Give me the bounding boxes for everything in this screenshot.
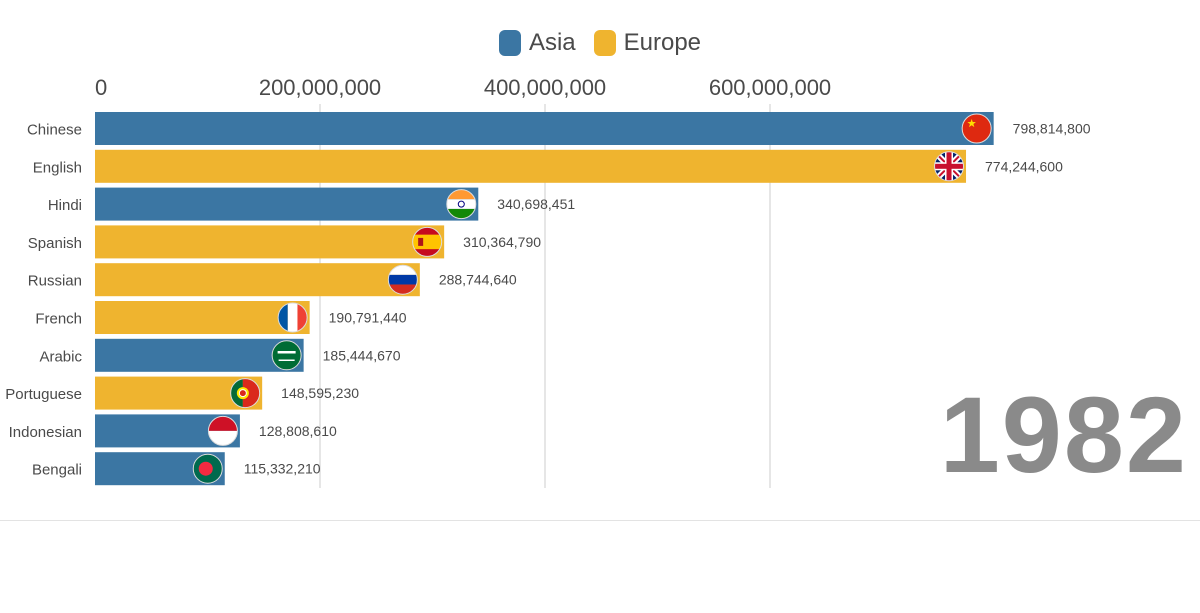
- value-label: 774,244,600: [985, 158, 1063, 174]
- x-tick-label: 200,000,000: [259, 75, 381, 100]
- bar-chinese[interactable]: [95, 112, 994, 145]
- category-label: Chinese: [27, 122, 82, 139]
- flag-outline: [192, 453, 223, 484]
- flag-outline: [207, 415, 238, 446]
- legend-label-asia: Asia: [528, 29, 576, 56]
- flag-outline: [387, 264, 418, 295]
- flags: [192, 113, 992, 484]
- year-label: 1982: [939, 374, 1188, 495]
- flag-outline: [412, 226, 443, 257]
- x-tick-label: 0: [95, 75, 107, 100]
- category-label: Hindi: [48, 197, 82, 214]
- value-label: 798,814,800: [1013, 121, 1091, 137]
- category-label: Spanish: [28, 235, 82, 252]
- category-label: English: [33, 159, 82, 176]
- flag-outline: [934, 151, 965, 182]
- bar-hindi[interactable]: [95, 187, 479, 221]
- legend-swatch-europe: [593, 30, 616, 56]
- value-label: 185,444,670: [323, 347, 401, 363]
- bar-english[interactable]: [95, 149, 967, 183]
- value-label: 128,808,610: [259, 423, 337, 439]
- value-label: 340,698,451: [497, 196, 575, 212]
- legend-swatch-asia: [498, 30, 521, 56]
- saudi-arabia-flag-icon: [271, 340, 302, 371]
- value-label: 310,364,790: [463, 234, 541, 250]
- category-label: Arabic: [39, 348, 82, 365]
- value-label: 115,332,210: [244, 461, 321, 477]
- russia-flag-icon: [387, 264, 418, 295]
- bar-spanish[interactable]: [95, 225, 445, 259]
- value-label: 288,744,640: [439, 272, 517, 288]
- category-label: Indonesian: [9, 424, 82, 441]
- flag-outline: [277, 302, 308, 333]
- category-label: Portuguese: [5, 386, 82, 403]
- indonesia-flag-icon: [207, 415, 238, 446]
- category-label: Bengali: [32, 462, 82, 479]
- legend-item-europe[interactable]: Europe: [593, 29, 702, 57]
- bar-russian[interactable]: [95, 263, 420, 297]
- category-labels: Chinese English Hindi Spanish Russian French A…: [5, 122, 82, 479]
- bangladesh-flag-icon: [192, 453, 223, 484]
- portugal-flag-icon: [230, 378, 261, 409]
- value-labels: 798,814,800 774,244,600 340,698,451 310,364…: [244, 121, 1091, 477]
- flag-outline: [961, 113, 992, 144]
- uk-flag-icon: [934, 151, 965, 182]
- bar-arabic[interactable]: [95, 338, 304, 372]
- france-flag-icon: [277, 302, 308, 333]
- x-tick-label: 400,000,000: [484, 75, 606, 100]
- legend-label-europe: Europe: [623, 29, 702, 56]
- flag-outline: [230, 378, 261, 409]
- value-label: 148,595,230: [281, 385, 359, 401]
- category-label: Russian: [28, 273, 82, 290]
- x-tick-label: 600,000,000: [709, 75, 831, 100]
- legend-item-asia[interactable]: Asia: [498, 29, 576, 57]
- category-label: French: [35, 311, 82, 328]
- value-label: 190,791,440: [329, 310, 407, 326]
- india-flag-icon: [446, 189, 477, 220]
- flag-outline: [446, 189, 477, 220]
- spain-flag-icon: [412, 226, 443, 257]
- x-tick-labels: 0 200,000,000 400,000,000 600,000,000: [95, 75, 831, 100]
- china-flag-icon: [961, 113, 992, 144]
- chart-legend: Asia Europe: [0, 26, 1200, 60]
- bar-french[interactable]: [95, 301, 310, 334]
- flag-outline: [271, 340, 302, 371]
- bottom-divider: [0, 520, 1200, 521]
